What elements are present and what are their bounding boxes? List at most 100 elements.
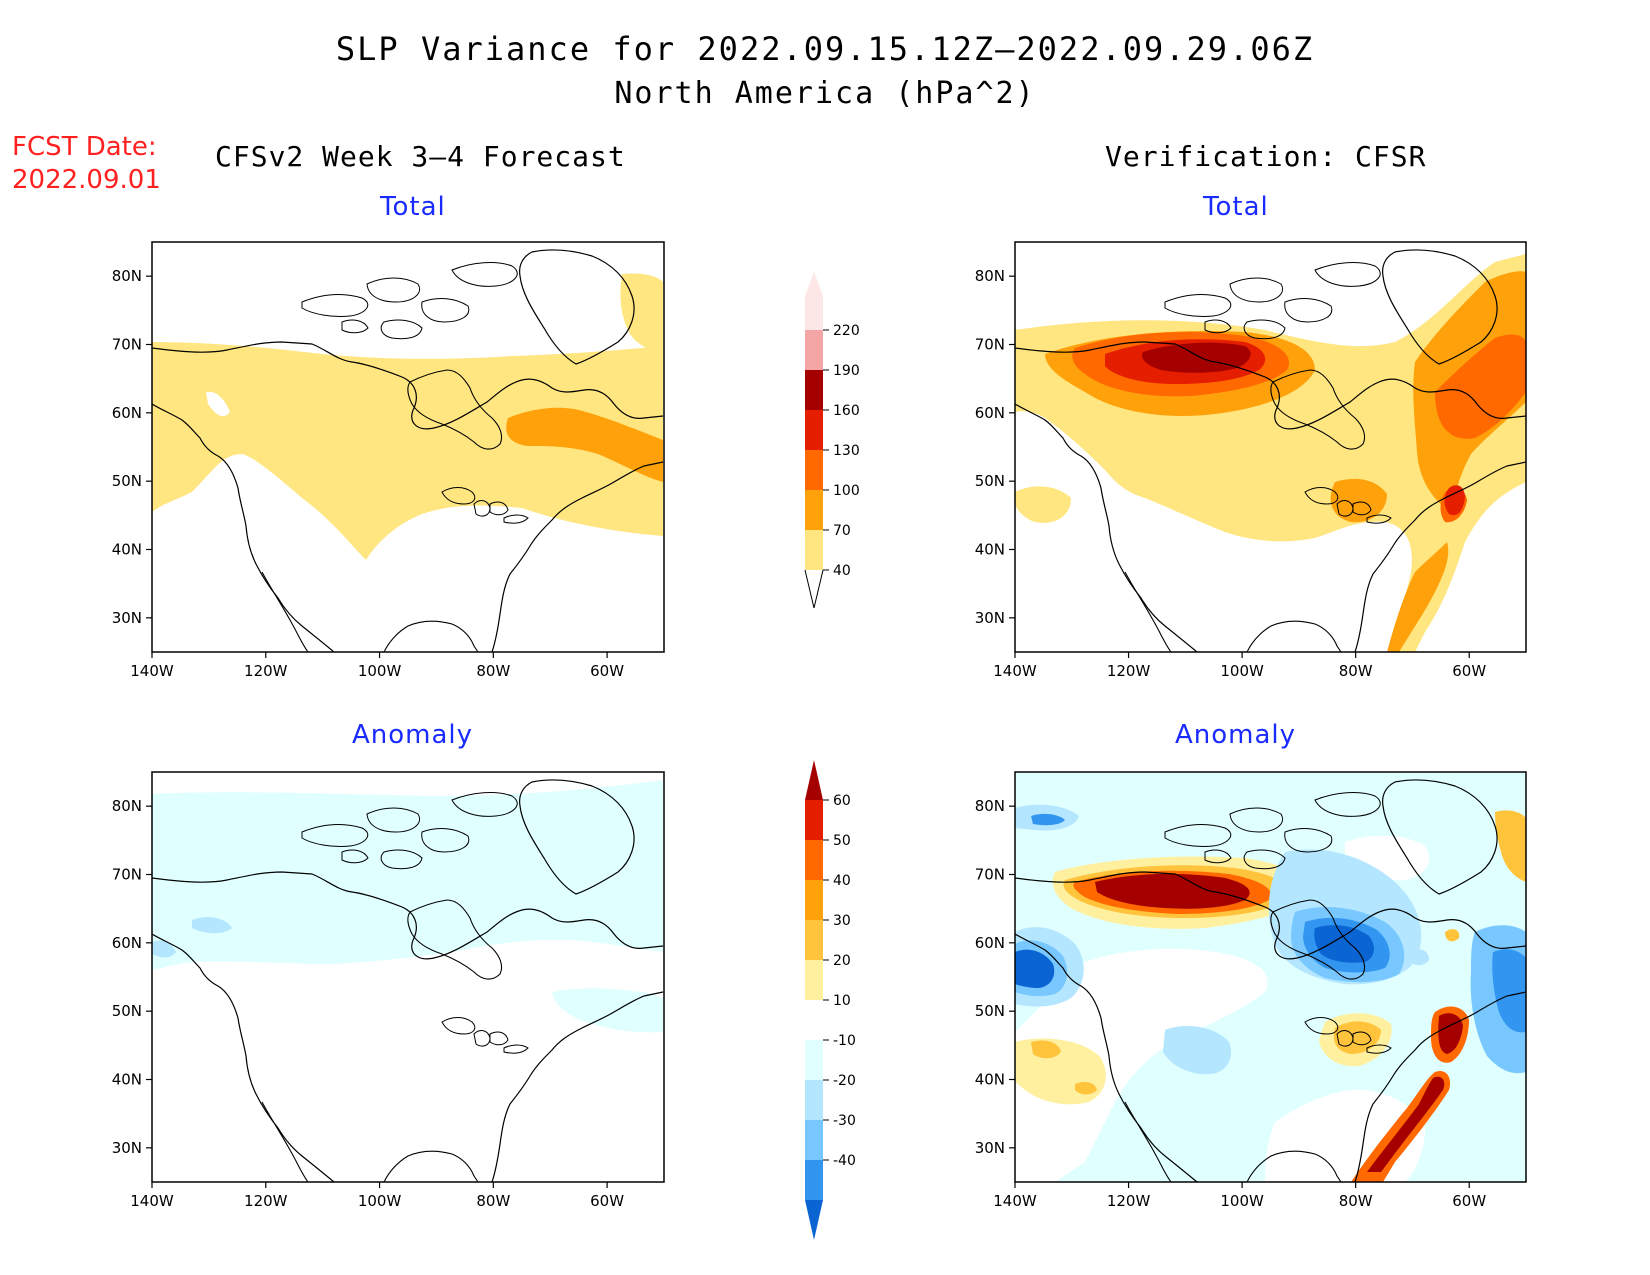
panel-title-anomaly-verification: Anomaly bbox=[1175, 720, 1297, 750]
anomaly-colorbar: 60 50 40 30 20 10 -10 -20 -30 -40 bbox=[805, 760, 856, 1240]
colorbar-swatch bbox=[805, 1080, 823, 1120]
colorbar-label: -30 bbox=[833, 1113, 856, 1129]
page-title: SLP Variance for 2022.09.15.12Z–2022.09.… bbox=[335, 30, 1315, 68]
lat-tick-label: 30N bbox=[975, 609, 1005, 627]
lon-tick-label: 100W bbox=[1220, 1192, 1264, 1210]
map-anomaly-verification bbox=[1015, 772, 1526, 1182]
colorbar-label: 40 bbox=[833, 873, 851, 889]
lon-tick-label: 140W bbox=[130, 662, 174, 680]
colorbar-label: -20 bbox=[833, 1073, 856, 1089]
colorbar-label: -40 bbox=[833, 1153, 856, 1169]
colorbar-label: 20 bbox=[833, 953, 851, 969]
colorbar-swatch bbox=[805, 1040, 823, 1080]
colorbar-outline bbox=[813, 569, 824, 609]
colorbar-label: 50 bbox=[833, 833, 851, 849]
colorbar-label: 60 bbox=[833, 793, 851, 809]
colorbar-label: 70 bbox=[833, 523, 851, 539]
lon-tick-label: 140W bbox=[130, 1192, 174, 1210]
lat-tick-label: 80N bbox=[975, 267, 1005, 285]
colorbar-swatch bbox=[805, 272, 823, 330]
colorbar-swatch bbox=[805, 960, 823, 1000]
lat-tick-label: 60N bbox=[975, 404, 1005, 422]
lon-tick-label: 100W bbox=[358, 662, 402, 680]
panel-title-total-verification: Total bbox=[1203, 192, 1269, 222]
lat-tick-label: 50N bbox=[975, 1002, 1005, 1020]
right-column-heading: Verification: CFSR bbox=[1105, 140, 1427, 173]
colorbar-label: 220 bbox=[833, 323, 860, 339]
colorbar-swatch bbox=[805, 1200, 823, 1240]
lon-tick-label: 140W bbox=[993, 662, 1037, 680]
lat-tick-label: 60N bbox=[975, 934, 1005, 952]
lon-tick-label: 120W bbox=[244, 1192, 288, 1210]
lat-tick-label: 70N bbox=[112, 866, 142, 884]
lat-tick-label: 80N bbox=[112, 797, 142, 815]
lat-tick-label: 70N bbox=[975, 866, 1005, 884]
map-total-forecast bbox=[152, 242, 664, 652]
lon-tick-label: 80W bbox=[1339, 1192, 1373, 1210]
colorbar-label: 130 bbox=[833, 443, 860, 459]
colorbar-swatch bbox=[805, 880, 823, 920]
lat-tick-label: 60N bbox=[112, 404, 142, 422]
panel-title-anomaly-forecast: Anomaly bbox=[352, 720, 474, 750]
lat-tick-label: 40N bbox=[975, 1071, 1005, 1089]
colorbar-swatch bbox=[805, 760, 823, 800]
lon-tick-label: 120W bbox=[1107, 662, 1151, 680]
lon-tick-label: 120W bbox=[1107, 1192, 1151, 1210]
left-column-heading: CFSv2 Week 3–4 Forecast bbox=[215, 140, 626, 173]
colorbar-swatch bbox=[805, 1160, 823, 1200]
colorbar-swatch bbox=[805, 450, 823, 490]
fcst-date-label: FCST Date: bbox=[12, 132, 157, 162]
colorbar-label: -10 bbox=[833, 1033, 856, 1049]
colorbar-swatch bbox=[805, 330, 823, 370]
lon-tick-label: 60W bbox=[1452, 662, 1486, 680]
axis-ticks: 80N 70N 60N 50N 40N 30N 140W 120W 100W 80W 60W 80N 7… bbox=[112, 267, 1487, 1210]
lat-tick-label: 80N bbox=[112, 267, 142, 285]
lon-tick-label: 140W bbox=[993, 1192, 1037, 1210]
lat-tick-label: 50N bbox=[112, 472, 142, 490]
lat-tick-label: 40N bbox=[975, 541, 1005, 559]
colorbar-swatch bbox=[805, 1000, 823, 1040]
colorbar-swatch bbox=[805, 490, 823, 530]
frame-total-forecast bbox=[151, 241, 665, 653]
total-colorbar: 40 70 100 130 160 190 220 bbox=[804, 272, 860, 609]
map-total-verification bbox=[1015, 242, 1526, 652]
frame-anomaly-forecast bbox=[151, 771, 665, 1183]
colorbar-swatch bbox=[805, 410, 823, 450]
page-subtitle: North America (hPa^2) bbox=[614, 76, 1036, 111]
colorbar-label: 10 bbox=[833, 993, 851, 1009]
colorbar-swatch bbox=[805, 370, 823, 410]
colorbar-swatch bbox=[805, 920, 823, 960]
lat-tick-label: 30N bbox=[112, 609, 142, 627]
lat-tick-label: 80N bbox=[975, 797, 1005, 815]
colorbar-label: 40 bbox=[833, 563, 851, 579]
colorbar-outline bbox=[804, 569, 815, 609]
lon-tick-label: 60W bbox=[590, 1192, 624, 1210]
lon-tick-label: 100W bbox=[358, 1192, 402, 1210]
lon-tick-label: 100W bbox=[1220, 662, 1264, 680]
lon-tick-label: 60W bbox=[590, 662, 624, 680]
colorbar-label: 30 bbox=[833, 913, 851, 929]
colorbar-label: 190 bbox=[833, 363, 860, 379]
lon-tick-label: 80W bbox=[1339, 662, 1373, 680]
lat-tick-label: 30N bbox=[975, 1139, 1005, 1157]
lat-tick-label: 70N bbox=[112, 336, 142, 354]
fcst-date-value: 2022.09.01 bbox=[12, 165, 161, 195]
lon-tick-label: 80W bbox=[476, 662, 510, 680]
lat-tick-label: 40N bbox=[112, 1071, 142, 1089]
lon-tick-label: 80W bbox=[476, 1192, 510, 1210]
lat-tick-label: 30N bbox=[112, 1139, 142, 1157]
frame-total-verification bbox=[1014, 241, 1527, 653]
colorbar-label: 100 bbox=[833, 483, 860, 499]
colorbar-swatch bbox=[805, 840, 823, 880]
lat-tick-label: 50N bbox=[975, 472, 1005, 490]
lat-tick-label: 50N bbox=[112, 1002, 142, 1020]
lat-tick-label: 70N bbox=[975, 336, 1005, 354]
lat-tick-label: 40N bbox=[112, 541, 142, 559]
colorbar-label: 160 bbox=[833, 403, 860, 419]
lon-tick-label: 120W bbox=[244, 662, 288, 680]
frame-anomaly-verification bbox=[1014, 771, 1527, 1183]
colorbar-swatch bbox=[805, 1120, 823, 1160]
colorbar-swatch bbox=[805, 800, 823, 840]
lon-tick-label: 60W bbox=[1452, 1192, 1486, 1210]
